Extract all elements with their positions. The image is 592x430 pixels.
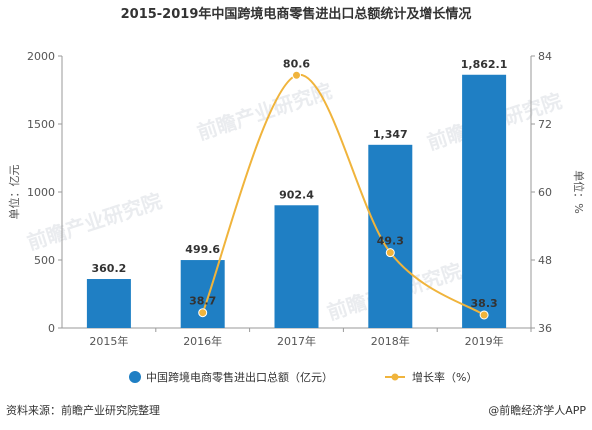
legend-bar-label: 中国跨境电商零售进出口总额（亿元） [146,370,333,384]
left-tick-label: 1000 [27,186,55,199]
right-axis-ticks: 36 48 60 72 84 [531,50,552,335]
bar-value-label: 360.2 [92,262,127,275]
growth-line [201,74,485,316]
bar-2019年 [462,74,507,329]
bar-value-labels: 360.2 499.6 902.4 1,347 1,862.1 [92,58,508,275]
right-tick-label: 72 [538,118,552,131]
bar-series [86,74,507,329]
right-tick-label: 60 [538,186,552,199]
growth-line-series [198,70,489,320]
bar-value-label: 902.4 [279,188,314,201]
bar-2015年 [86,279,131,328]
bar-2018年 [368,144,413,328]
x-axis-ticks: 2015年 2016年 2017年 2018年 2019年 [89,328,532,348]
left-tick-label: 2000 [27,50,55,63]
bar-value-label: 499.6 [185,243,220,256]
right-axis-title: 单位：% [572,170,586,213]
growth-point [198,308,208,318]
growth-point [292,70,301,80]
x-tick-label: 2019年 [465,334,504,348]
growth-value-labels: 38.7 80.6 49.3 38.3 [189,57,498,310]
bar-value-label: 1,862.1 [461,58,508,71]
x-tick-label: 2016年 [183,334,222,348]
legend-bar-swatch [129,371,141,383]
growth-value-label: 80.6 [283,57,310,70]
right-tick-label: 36 [538,322,552,335]
bar-2017年 [274,205,319,328]
left-tick-label: 1500 [27,118,55,131]
left-tick-label: 0 [48,322,55,335]
right-tick-label: 84 [538,50,552,63]
source-note: 资料来源：前瞻产业研究院整理 [6,403,160,417]
x-tick-label: 2018年 [371,334,410,348]
brand-credit: @前瞻经济学人APP [488,403,586,417]
chart-title: 2015-2019年中国跨境电商零售进出口总额统计及增长情况 [121,6,472,22]
x-tick-label: 2015年 [89,334,128,348]
legend: 中国跨境电商零售进出口总额（亿元） 增长率（%） [129,370,477,384]
growth-value-label: 38.3 [471,297,498,310]
legend-line-label: 增长率（%） [412,370,477,384]
left-axis-title: 单位：亿元 [7,165,21,220]
growth-value-label: 38.7 [189,295,216,308]
right-tick-label: 48 [538,254,552,267]
left-tick-label: 500 [34,254,55,267]
growth-value-label: 49.3 [377,235,404,248]
x-tick-label: 2017年 [277,334,316,348]
legend-line-marker [391,373,399,381]
bar-value-label: 1,347 [373,128,408,141]
growth-point [385,248,395,258]
growth-point [479,310,489,320]
left-axis-ticks: 0 500 1000 1500 2000 [27,50,62,335]
watermark-text: 前瞻产业研究院 [194,79,335,145]
